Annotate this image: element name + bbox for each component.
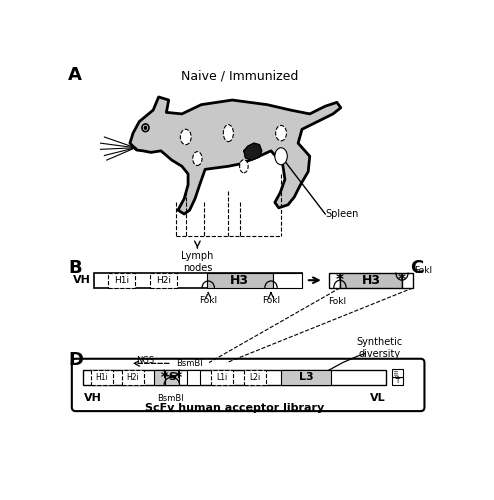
Bar — [392, 377, 403, 385]
Text: Spleen: Spleen — [325, 209, 359, 219]
Text: H3: H3 — [362, 274, 380, 286]
Bar — [187, 370, 201, 385]
Bar — [94, 272, 302, 288]
Bar — [244, 370, 266, 385]
Text: H2i: H2i — [156, 276, 171, 284]
Bar — [402, 272, 413, 288]
Bar — [340, 272, 402, 288]
Bar — [150, 272, 177, 288]
Text: H3: H3 — [230, 274, 249, 286]
Bar — [154, 370, 165, 385]
Text: C: C — [411, 258, 424, 276]
Polygon shape — [130, 97, 341, 214]
Ellipse shape — [240, 160, 248, 173]
Bar — [329, 272, 340, 288]
Text: L2i: L2i — [249, 372, 260, 382]
Text: H1i: H1i — [96, 372, 108, 382]
Bar — [108, 272, 135, 288]
Text: T: T — [395, 378, 400, 384]
Bar — [83, 370, 386, 385]
Bar — [211, 370, 233, 385]
Text: *: * — [175, 370, 182, 384]
Bar — [273, 272, 302, 288]
Text: VH: VH — [73, 275, 91, 285]
Ellipse shape — [193, 152, 202, 166]
Text: FokI: FokI — [328, 298, 346, 306]
Ellipse shape — [144, 126, 147, 130]
Ellipse shape — [142, 124, 149, 132]
Text: NGS: NGS — [136, 356, 155, 364]
Text: S: S — [168, 372, 176, 382]
Text: *: * — [161, 370, 168, 384]
Text: FokI: FokI — [199, 296, 217, 305]
Bar — [122, 370, 144, 385]
Text: Lymph
nodes: Lymph nodes — [181, 251, 213, 272]
Text: FokI: FokI — [414, 266, 433, 276]
Bar — [392, 369, 403, 377]
Text: *: * — [336, 272, 344, 287]
Text: ScFv human acceptor library: ScFv human acceptor library — [145, 404, 324, 413]
Polygon shape — [244, 143, 262, 160]
Text: BsmBI: BsmBI — [157, 394, 184, 404]
Bar — [165, 370, 179, 385]
Text: H1i: H1i — [114, 276, 129, 284]
Text: A: A — [68, 66, 82, 84]
FancyBboxPatch shape — [72, 359, 424, 411]
Text: VL: VL — [370, 394, 386, 404]
Bar — [91, 370, 113, 385]
Text: FokI: FokI — [262, 296, 280, 305]
Text: gIII: gIII — [395, 368, 400, 378]
Text: Synthetic
diversity: Synthetic diversity — [356, 337, 403, 359]
Ellipse shape — [180, 130, 191, 144]
Text: D: D — [68, 351, 83, 369]
Text: Naive / Immunized: Naive / Immunized — [181, 69, 299, 82]
Text: H2i: H2i — [126, 372, 139, 382]
Ellipse shape — [223, 124, 233, 142]
Text: VH: VH — [83, 394, 101, 404]
Ellipse shape — [276, 126, 287, 141]
Text: L3: L3 — [299, 372, 314, 382]
Text: B: B — [68, 258, 82, 276]
Text: BsmBI: BsmBI — [176, 359, 203, 368]
Bar — [206, 272, 273, 288]
Bar — [281, 370, 331, 385]
Text: *: * — [398, 272, 406, 287]
Text: L1i: L1i — [216, 372, 228, 382]
Ellipse shape — [275, 148, 288, 164]
